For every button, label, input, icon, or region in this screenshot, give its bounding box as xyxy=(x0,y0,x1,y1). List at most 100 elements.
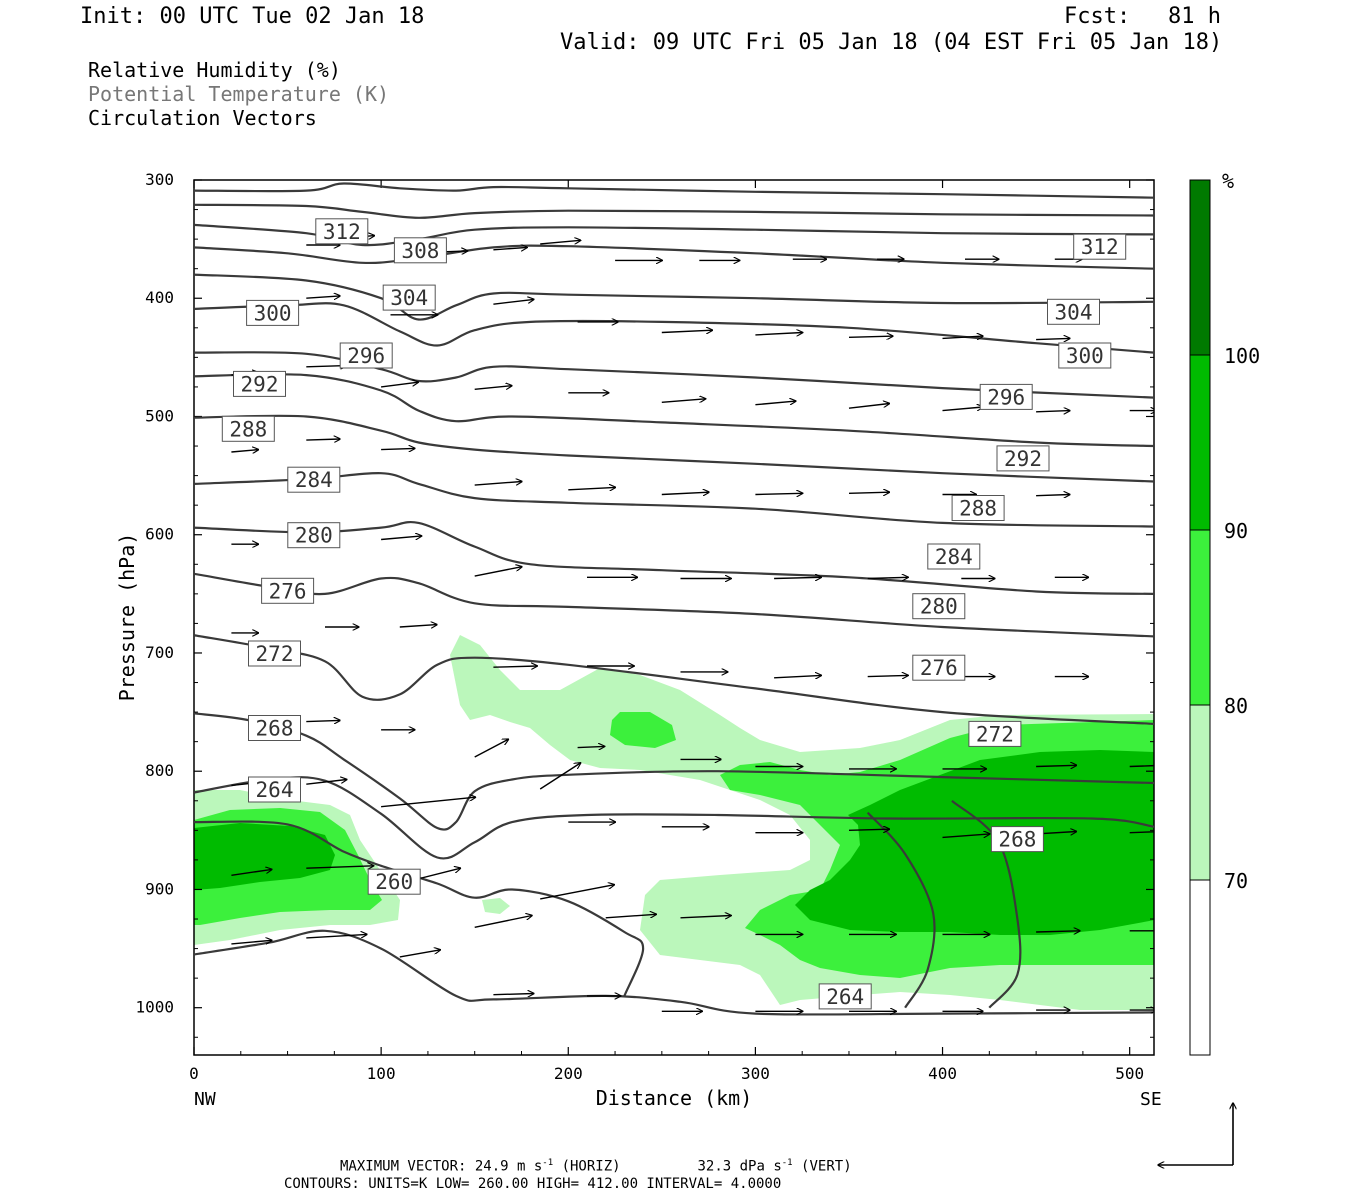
contour-label-box xyxy=(287,466,341,493)
contour-labels: 312 308 304 300 296 292 288 284 280 276 272 268 264 2… xyxy=(221,218,1127,1010)
x-tick-label: 300 xyxy=(741,1064,770,1083)
theta-contour-272 xyxy=(866,811,936,1009)
colorbar-label-90: 90 xyxy=(1224,519,1248,543)
contour-label-288: 288 xyxy=(221,415,275,442)
contour-label-box xyxy=(951,495,1005,521)
contour-label-box xyxy=(246,299,300,326)
y-tick-label: 300 xyxy=(145,170,174,189)
max-vector-text: MAXIMUM VECTOR: 24.9 m s xyxy=(340,1158,543,1175)
theta-contour-308 xyxy=(194,203,1154,219)
y-axis-title: Pressure (hPa) xyxy=(115,533,139,702)
circulation-vector xyxy=(1036,495,1070,496)
circulation-vector xyxy=(493,994,533,995)
contour-label-272: 272 xyxy=(968,720,1022,747)
circulation-vector xyxy=(848,336,893,337)
contour-label-text: 276 xyxy=(920,656,958,680)
colorbar-label-100: 100 xyxy=(1224,344,1260,368)
circulation-vectors xyxy=(231,236,1154,1012)
init-time: Init: 00 UTC Tue 02 Jan 18 xyxy=(80,4,425,29)
theta-contour-268 xyxy=(194,712,1154,831)
contour-label-280: 280 xyxy=(287,522,341,549)
contour-label-text: 264 xyxy=(826,985,864,1009)
rh-70-region-small xyxy=(482,898,510,914)
theta-contour-272 xyxy=(194,634,1154,725)
max-vector-vert-exp: -1 xyxy=(781,1158,793,1168)
circulation-vector xyxy=(577,746,605,747)
contour-label-264: 264 xyxy=(818,983,872,1010)
contour-label-312: 312 xyxy=(315,218,369,245)
contour-label-text: 292 xyxy=(1004,447,1042,471)
contour-label-292: 292 xyxy=(233,370,286,397)
contour-label-box xyxy=(221,415,275,442)
contour-label-box xyxy=(393,237,447,264)
contour-label-box xyxy=(261,577,315,604)
contour-label-304: 304 xyxy=(382,284,436,311)
y-tick-label: 400 xyxy=(145,288,174,307)
contour-label-text: 300 xyxy=(1066,344,1104,368)
circulation-vector xyxy=(661,492,709,494)
colorbar-70 xyxy=(1190,705,1210,880)
contour-label-text: 284 xyxy=(935,545,973,569)
contour-label-268: 268 xyxy=(990,826,1044,853)
contour-label-text: 304 xyxy=(390,286,428,310)
circulation-vector xyxy=(474,386,512,390)
circulation-vector xyxy=(942,336,984,338)
circulation-vector xyxy=(474,482,522,486)
circulation-vector xyxy=(474,916,532,928)
forecast-label: Fcst: xyxy=(1064,4,1131,29)
circulation-vector xyxy=(231,940,271,945)
circulation-vector xyxy=(540,885,614,900)
contour-label-box xyxy=(927,543,981,570)
rh-90-region-left xyxy=(194,823,335,890)
circulation-vector xyxy=(1129,764,1154,768)
contour-label-text: 272 xyxy=(976,722,1014,746)
colorbar: % 100 90 80 70 xyxy=(1189,169,1260,1056)
circulation-vector xyxy=(493,247,527,249)
circulation-vector xyxy=(755,333,802,335)
contour-label-text: 308 xyxy=(401,239,439,263)
contour-label-text: 260 xyxy=(375,870,413,894)
axes: 300 400 500 600 700 800 900 1000 0 100 200 300 400 50… xyxy=(135,170,1154,1083)
contour-label-box xyxy=(1073,233,1127,260)
y-tick-label: 600 xyxy=(145,525,174,544)
contour-label-276: 276 xyxy=(912,654,966,681)
circulation-vector xyxy=(306,439,340,440)
theta-contour-312 xyxy=(194,182,1154,199)
circulation-vector xyxy=(848,829,889,830)
colorbar-label-70: 70 xyxy=(1224,869,1248,893)
y-tick-label: 500 xyxy=(145,406,174,425)
circulation-vector xyxy=(867,577,908,578)
contour-label-280: 280 xyxy=(912,593,966,620)
circulation-vector xyxy=(848,492,889,493)
contour-label-box xyxy=(367,868,421,895)
contour-label-box xyxy=(248,776,301,803)
contour-label-box xyxy=(248,715,301,741)
circulation-vector xyxy=(474,739,509,758)
theta-contour-288 xyxy=(194,414,1154,483)
contour-label-box xyxy=(248,640,301,667)
circulation-vector xyxy=(306,866,373,868)
circulation-vector xyxy=(867,675,908,676)
contour-label-box xyxy=(382,284,436,311)
contour-label-264: 264 xyxy=(248,776,301,803)
colorbar-label-80: 80 xyxy=(1224,694,1248,718)
contour-label-text: 288 xyxy=(959,497,997,521)
contour-label-text: 312 xyxy=(323,220,361,244)
contour-label-276: 276 xyxy=(261,577,315,604)
circulation-vector xyxy=(399,950,441,958)
y-tick-label: 1000 xyxy=(135,998,174,1017)
x-tick-label: 400 xyxy=(928,1064,957,1083)
contour-label-box xyxy=(968,720,1022,747)
theta-contour-260 xyxy=(194,820,645,997)
contour-label-text: 276 xyxy=(269,579,307,603)
colorbar-80 xyxy=(1190,530,1210,705)
footer-max-vector: MAXIMUM VECTOR: 24.9 m s-1 (HORIZ) 32.3 … xyxy=(340,1158,852,1175)
contour-label-260: 260 xyxy=(367,868,421,895)
contour-label-box xyxy=(979,383,1033,410)
y-tick-label: 900 xyxy=(145,879,174,898)
contour-label-box xyxy=(1058,342,1112,369)
plot-frame xyxy=(193,179,1155,1056)
max-vector-exp: -1 xyxy=(542,1158,554,1168)
contour-label-box xyxy=(818,983,872,1010)
contour-label-box xyxy=(912,593,966,620)
